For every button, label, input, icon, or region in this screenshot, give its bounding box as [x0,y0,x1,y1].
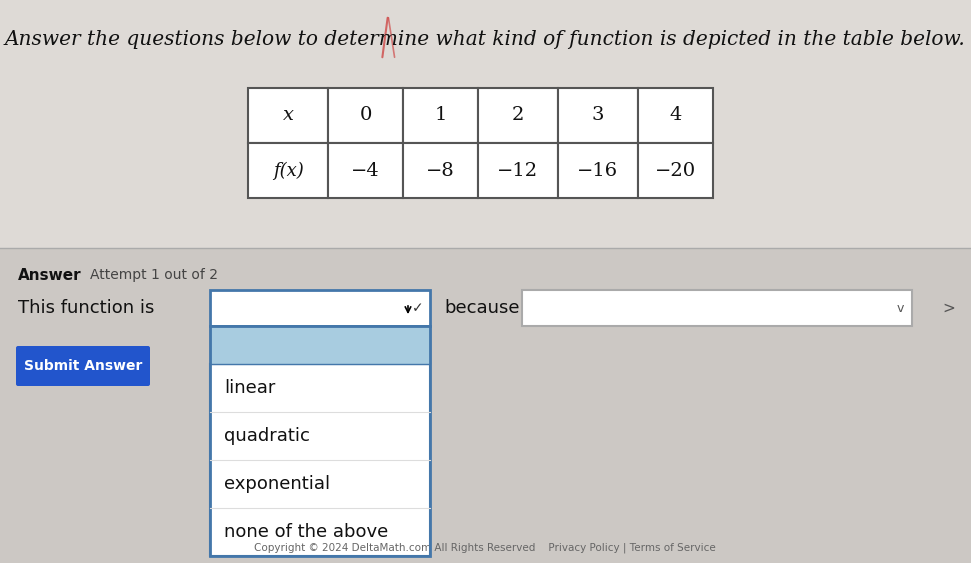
Bar [522,290,912,326]
Bar [0,248,971,563]
Bar [638,143,713,198]
Bar [210,290,430,326]
Text: This function is: This function is [18,299,154,317]
Bar [478,88,558,143]
Text: 2: 2 [512,106,524,124]
Text: 1: 1 [434,106,447,124]
Bar [210,326,430,556]
Text: none of the above: none of the above [224,523,388,541]
Text: quadratic: quadratic [224,427,310,445]
Bar [558,88,638,143]
Text: −8: −8 [426,162,454,180]
Text: Attempt 1 out of 2: Attempt 1 out of 2 [90,268,218,282]
Text: ✓: ✓ [412,301,423,315]
Text: because: because [444,299,519,317]
Text: v: v [896,302,904,315]
Text: 4: 4 [669,106,682,124]
Bar [558,143,638,198]
Bar [403,88,478,143]
Text: f(x): f(x) [273,162,303,180]
Bar [403,143,478,198]
Bar [328,143,403,198]
Bar [210,326,430,364]
Text: Copyright © 2024 DeltaMath.com All Rights Reserved    Privacy Policy | Terms of : Copyright © 2024 DeltaMath.com All Right… [254,543,716,553]
Text: −16: −16 [578,162,619,180]
Bar [638,88,713,143]
Text: >: > [942,301,955,315]
FancyBboxPatch shape [16,346,150,386]
Text: 0: 0 [359,106,372,124]
Bar [248,143,328,198]
Text: −4: −4 [352,162,380,180]
Text: Answer: Answer [18,268,82,283]
Bar [328,88,403,143]
Text: exponential: exponential [224,475,330,493]
Bar [210,364,430,556]
Text: −12: −12 [497,162,539,180]
Text: x: x [283,106,293,124]
Text: 3: 3 [591,106,604,124]
Text: −20: −20 [654,162,696,180]
Bar [478,143,558,198]
Text: Submit Answer: Submit Answer [24,359,142,373]
Text: Answer the questions below to determine what kind of function is depicted in the: Answer the questions below to determine … [5,30,965,49]
Text: linear: linear [224,379,276,397]
Bar [248,88,328,143]
